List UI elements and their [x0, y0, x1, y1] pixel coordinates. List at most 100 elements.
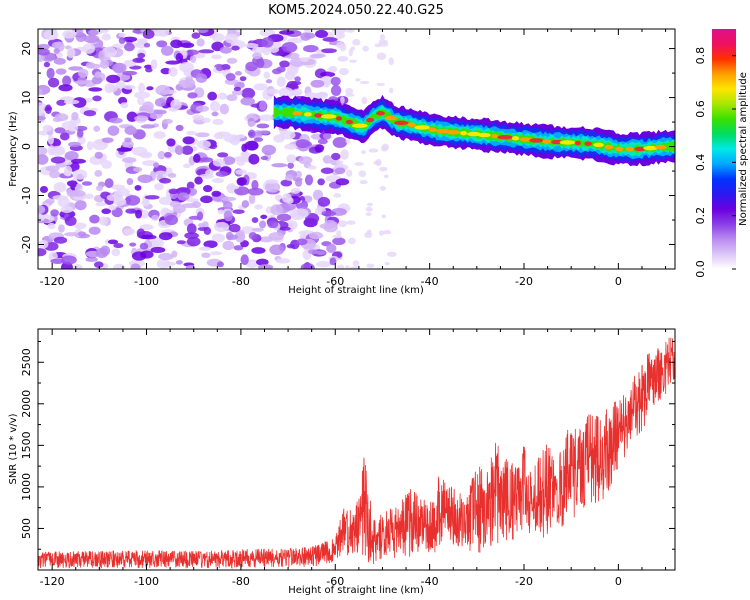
spectrogram-noise-cell — [354, 162, 364, 166]
spectrogram-y-tick-label: -20 — [20, 236, 33, 254]
spectrogram-noise-cell — [53, 57, 66, 65]
spectrogram-noise-cell — [157, 150, 166, 160]
spectrogram-noise-cell — [183, 163, 191, 169]
spectrogram-noise-cell — [333, 193, 342, 198]
spectrogram-noise-cell — [69, 180, 77, 189]
spectrogram-noise-cell — [162, 118, 173, 124]
spectrogram-noise-cell — [303, 29, 311, 33]
spectrogram-x-tick-label: -120 — [40, 275, 65, 288]
spectrogram-noise-cell — [179, 62, 195, 73]
spectrogram-noise-cell — [116, 147, 132, 152]
spectrogram-noise-cell — [331, 221, 338, 228]
spectrogram-noise-cell — [355, 78, 361, 82]
spectrogram-noise-cell — [87, 63, 101, 69]
spectrogram-noise-cell — [43, 29, 59, 41]
spectrogram-noise-cell — [259, 29, 276, 37]
spectrogram-noise-cell — [50, 258, 65, 264]
spectrogram-noise-cell — [98, 216, 108, 226]
spectrogram-noise-cell — [332, 137, 348, 148]
spectrogram-noise-cell — [320, 71, 336, 78]
spectrogram-noise-cell — [144, 64, 153, 69]
spectrogram-noise-cell — [388, 57, 394, 66]
spectrogram-noise-cell — [307, 165, 317, 170]
spectrogram-peak-cell — [414, 125, 430, 130]
spectrogram-noise-cell — [130, 263, 141, 269]
spectrogram-noise-cell — [62, 29, 77, 39]
spectrogram-noise-cell — [335, 160, 344, 165]
spectrogram-noise-cell — [226, 185, 240, 190]
spectrogram-signal-track — [273, 94, 675, 167]
snr-x-tick-label: -120 — [40, 575, 65, 588]
spectrogram-noise-cell — [192, 114, 204, 121]
colorbar-tick-label: 0.2 — [694, 207, 707, 225]
spectrogram-noise-cell — [268, 231, 285, 241]
spectrogram-noise-cell — [304, 174, 314, 186]
spectrogram-peak-cell — [303, 112, 312, 117]
spectrogram-noise-cell — [42, 124, 52, 132]
spectrogram-noise-cell — [379, 166, 388, 172]
spectrogram-noise-cell — [124, 43, 135, 52]
spectrogram-noise-cell — [270, 204, 284, 216]
spectrogram-x-tick-label: -60 — [326, 275, 344, 288]
spectrogram-noise-cell — [255, 58, 265, 69]
spectrogram-noise-cell — [348, 48, 353, 57]
spectrogram-noise-cell — [244, 140, 259, 151]
spectrogram-noise-cell — [322, 155, 332, 164]
spectrogram-noise-cell — [164, 151, 172, 158]
spectrogram-noise-cell — [186, 236, 201, 247]
spectrogram-noise-cell — [38, 115, 46, 121]
spectrogram-noise-cell — [251, 227, 264, 232]
spectrogram-peak-cell — [351, 123, 368, 128]
spectrogram-noise-cell — [203, 226, 212, 235]
spectrogram-noise-cell — [315, 261, 332, 268]
colorbar-tick-label: 0.8 — [694, 47, 707, 65]
spectrogram-noise-cell — [118, 32, 126, 38]
spectrogram-noise-cell — [142, 101, 154, 112]
spectrogram-noise-cell — [276, 66, 286, 73]
spectrogram-noise-cell — [336, 230, 342, 237]
spectrogram-noise-cell — [269, 244, 285, 256]
snr-x-ticks: -120 -100 -80 -60 -40 -20 0 — [40, 329, 667, 588]
spectrogram-noise-cell — [124, 137, 132, 143]
spectrogram-noise-cell — [181, 145, 194, 155]
spectrogram-noise-cell — [215, 171, 229, 177]
spectrogram-noise-cell — [141, 199, 150, 207]
spectrogram-noise-cell — [334, 167, 346, 175]
spectrogram-noise-cell — [248, 193, 256, 205]
spectrogram-noise-cell — [51, 41, 62, 49]
spectrogram-noise-cell — [67, 123, 79, 132]
spectrogram-noise-cell — [112, 43, 128, 49]
spectrogram-noise-cell — [207, 91, 218, 101]
snr-y-tick-label: 2500 — [20, 348, 33, 376]
spectrogram-noise-cell — [345, 138, 351, 144]
spectrogram-noise-cell — [96, 185, 103, 192]
spectrogram-noise-cell — [101, 33, 111, 41]
spectrogram-noise-cell — [94, 170, 103, 177]
spectrogram-noise-cell — [98, 50, 105, 61]
spectrogram-noise-cell — [106, 74, 121, 84]
spectrogram-noise-cell — [111, 248, 121, 257]
spectrogram-noise-cell — [54, 113, 69, 122]
spectrogram-peak-cell — [384, 115, 398, 121]
spectrogram-noise-cell — [46, 67, 55, 79]
spectrogram-noise-cell — [131, 251, 147, 261]
spectrogram-noise-cell — [57, 197, 71, 208]
spectrogram-noise-cell — [88, 226, 101, 235]
spectrogram-noise-cell — [212, 158, 226, 167]
spectrogram-noise-cell — [150, 59, 158, 70]
spectrogram-noise-cell — [199, 157, 214, 163]
spectrogram-noise-cell — [107, 125, 120, 136]
snr-y-ticks: 500 1000 1500 2000 2500 — [20, 340, 675, 571]
spectrogram-noise-cell — [50, 209, 59, 217]
spectrogram-y-axis-label: Frequency (Hz) — [8, 111, 19, 187]
spectrogram-noise-cell — [189, 55, 197, 63]
spectrogram-noise-cell — [134, 184, 142, 191]
spectrogram-noise-cell — [195, 105, 209, 112]
spectrogram-noise-cell — [338, 220, 347, 228]
spectrogram-noise-cell — [63, 170, 72, 176]
spectrogram-peak-cell — [376, 111, 385, 116]
spectrogram-noise-cell — [376, 82, 386, 86]
spectrogram-noise-cell — [113, 243, 124, 249]
spectrogram-noise-cell — [241, 226, 255, 235]
spectrogram-noise-cell — [279, 30, 295, 35]
